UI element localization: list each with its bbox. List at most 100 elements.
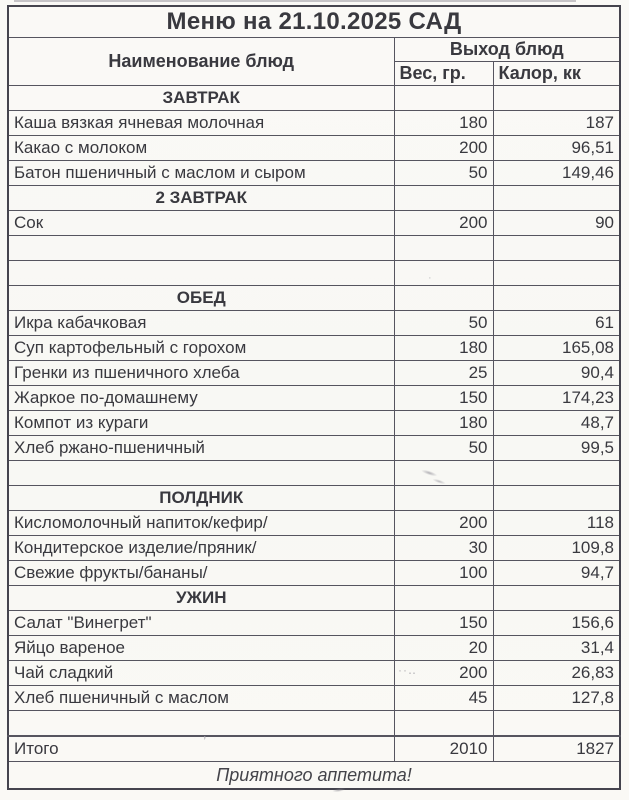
section-row: УЖИН xyxy=(7,585,621,611)
section-row: 2 ЗАВТРАК xyxy=(7,185,621,211)
menu-title: Меню на 21.10.2025 САД xyxy=(7,5,621,38)
menu-item-row: Чай сладкий 200 26,83 xyxy=(7,660,621,686)
header-row-group: Наименование блюд Выход блюд xyxy=(7,37,621,86)
menu-item-row: Батон пшеничный с маслом и сыром 50 149,46 xyxy=(7,160,621,186)
menu-item-row: Свежие фрукты/бананы/100 94,7 xyxy=(7,560,621,586)
dish-calories: 31,4 xyxy=(492,635,621,661)
menu-table-header: Меню на 21.10.2025 САД Наименование блюд… xyxy=(7,5,621,86)
dish-calories xyxy=(492,260,621,286)
section-row: ЗАВТРАК xyxy=(7,85,621,111)
menu-item-row: Хлеб пшеничный с маслом 45 127,8 xyxy=(7,685,621,711)
menu-item-row: Суп картофельный с горохом 180 165,08 xyxy=(7,335,621,361)
dish-weight xyxy=(393,585,494,611)
menu-table-body: ЗАВТРАК Каша вязкая ячневая молочная 180 18… xyxy=(7,85,621,762)
dish-name: Чай сладкий xyxy=(7,660,395,686)
dish-name xyxy=(7,260,395,286)
dish-weight: 45 xyxy=(393,685,494,711)
dish-calories: 109,8 xyxy=(492,535,621,561)
header-row-sub: Вес, гр. Калор, кк xyxy=(8,61,621,86)
dish-name: Каша вязкая ячневая молочная xyxy=(7,110,395,136)
dish-weight xyxy=(393,260,494,286)
dish-weight: 200 xyxy=(393,510,494,536)
dish-weight: 200 xyxy=(393,660,494,686)
empty-row xyxy=(7,260,621,286)
section-label: УЖИН xyxy=(7,585,395,611)
dish-weight: 150 xyxy=(393,385,494,411)
dish-weight xyxy=(393,185,494,211)
dish-calories: 90,4 xyxy=(492,360,621,386)
title-row: Меню на 21.10.2025 САД xyxy=(7,5,621,38)
menu-table-footer: Приятного аппетита! xyxy=(7,761,621,790)
dish-calories xyxy=(492,285,621,311)
dish-weight xyxy=(393,485,494,511)
menu-item-row: Сок 200 90 xyxy=(7,210,621,236)
dish-name: Хлеб пшеничный с маслом xyxy=(7,685,395,711)
scan-edge-artifact xyxy=(14,0,576,2)
section-label: ПОЛДНИК xyxy=(7,485,395,511)
dish-name: Сок xyxy=(7,210,395,236)
empty-row xyxy=(7,460,621,486)
dish-weight: 50 xyxy=(393,435,494,461)
dish-name: Батон пшеничный с маслом и сыром xyxy=(7,160,395,186)
section-label: 2 ЗАВТРАК xyxy=(7,185,395,211)
dish-name: Кондитерское изделие/пряник/ xyxy=(7,535,395,561)
menu-item-row: Яйцо вареное 20 31,4 xyxy=(7,635,621,661)
dish-weight: 150 xyxy=(393,610,494,636)
dish-calories xyxy=(492,85,621,111)
menu-item-row: Компот из кураги 180 48,7 xyxy=(7,410,621,436)
footer-message: Приятного аппетита! xyxy=(7,761,621,790)
dish-weight xyxy=(393,460,494,486)
dish-name: Свежие фрукты/бананы/ xyxy=(7,560,395,586)
menu-table: Меню на 21.10.2025 САД Наименование блюд… xyxy=(7,5,622,790)
dish-calories: 96,51 xyxy=(492,135,621,161)
dish-name: Яйцо вареное xyxy=(7,635,395,661)
menu-item-row: Салат "Винегрет" 150 156,6 xyxy=(7,610,621,636)
dish-weight: 180 xyxy=(393,410,494,436)
dish-name xyxy=(7,460,395,486)
menu-item-row: Хлеб ржано-пшеничный 50 99,5 xyxy=(7,435,621,461)
section-label: ОБЕД xyxy=(7,285,395,311)
total-row: Итого 2010 1827 xyxy=(7,735,621,762)
dish-weight: 100 xyxy=(393,560,494,586)
dish-weight: 180 xyxy=(393,335,494,361)
dish-weight: 200 xyxy=(393,135,494,161)
column-header-name: Наименование блюд xyxy=(7,37,395,86)
dish-calories: 156,6 xyxy=(492,610,621,636)
footer-row: Приятного аппетита! xyxy=(7,761,621,790)
menu-item-row: Какао с молоком 200 96,51 xyxy=(7,135,621,161)
column-header-output-group: Выход блюд xyxy=(393,37,621,62)
dish-calories: 90 xyxy=(492,210,621,236)
section-row: ОБЕД xyxy=(7,285,621,311)
dish-name: Кисломолочный напиток/кефир/ xyxy=(7,510,395,536)
menu-item-row: Кондитерское изделие/пряник/30 109,8 xyxy=(7,535,621,561)
dish-weight: 30 xyxy=(393,535,494,561)
dish-name: Хлеб ржано-пшеничный xyxy=(7,435,395,461)
dish-weight: 2010 xyxy=(393,735,494,762)
menu-item-row: Жаркое по-домашнему 150 174,23 xyxy=(7,385,621,411)
column-header-weight: Вес, гр. xyxy=(393,61,494,86)
section-row: ПОЛДНИК xyxy=(7,485,621,511)
dish-name: Жаркое по-домашнему xyxy=(7,385,395,411)
section-label: ЗАВТРАК xyxy=(7,85,395,111)
dish-calories xyxy=(492,485,621,511)
menu-item-row: Гренки из пшеничного хлеба 25 90,4 xyxy=(7,360,621,386)
dish-calories xyxy=(492,235,621,261)
menu-item-row: Кисломолочный напиток/кефир/200 118 xyxy=(7,510,621,536)
dish-calories: 118 xyxy=(492,510,621,536)
dish-calories xyxy=(492,710,621,737)
dish-calories: 165,08 xyxy=(492,335,621,361)
dish-weight xyxy=(393,85,494,111)
dish-weight: 50 xyxy=(393,160,494,186)
dish-calories: 99,5 xyxy=(492,435,621,461)
dish-weight: 50 xyxy=(393,310,494,336)
dish-name: Суп картофельный с горохом xyxy=(7,335,395,361)
dish-name: Салат "Винегрет" xyxy=(7,610,395,636)
dish-calories: 127,8 xyxy=(492,685,621,711)
empty-row xyxy=(7,710,621,737)
dish-calories: 149,46 xyxy=(492,160,621,186)
dish-calories: 48,7 xyxy=(492,410,621,436)
dish-calories: 187 xyxy=(492,110,621,136)
dish-name: Компот из кураги xyxy=(7,410,395,436)
dish-weight xyxy=(393,285,494,311)
